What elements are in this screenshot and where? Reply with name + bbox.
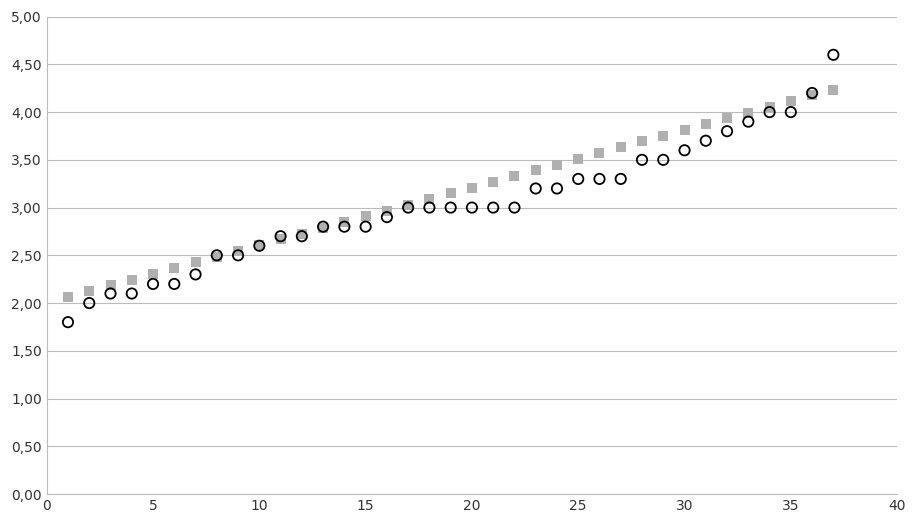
Point — [359, 212, 373, 221]
Point — [720, 114, 735, 123]
Point — [315, 223, 330, 231]
Point — [507, 172, 522, 180]
Point — [82, 299, 96, 307]
Point — [380, 206, 394, 215]
Point — [592, 149, 607, 157]
Point — [783, 97, 798, 105]
Point — [635, 137, 649, 146]
Point — [826, 51, 841, 59]
Point — [635, 156, 649, 164]
Point — [104, 281, 118, 290]
Point — [167, 264, 182, 272]
Point — [337, 218, 352, 226]
Point — [571, 155, 586, 163]
Point — [252, 241, 267, 249]
Point — [486, 203, 501, 212]
Point — [273, 235, 288, 244]
Point — [146, 270, 160, 278]
Point — [82, 287, 96, 296]
Point — [699, 120, 713, 128]
Point — [783, 108, 798, 116]
Point — [762, 103, 777, 111]
Point — [528, 184, 543, 193]
Point — [549, 160, 564, 169]
Point — [826, 85, 841, 94]
Point — [486, 178, 501, 186]
Point — [401, 201, 415, 209]
Point — [188, 270, 203, 279]
Point — [315, 224, 330, 232]
Point — [762, 108, 777, 116]
Point — [741, 108, 756, 117]
Point — [656, 132, 670, 140]
Point — [699, 137, 713, 145]
Point — [359, 223, 373, 231]
Point — [720, 127, 735, 135]
Point — [188, 258, 203, 267]
Point — [677, 126, 691, 134]
Point — [741, 117, 756, 126]
Point — [422, 195, 436, 203]
Point — [805, 89, 820, 97]
Point — [337, 223, 352, 231]
Point — [507, 203, 522, 212]
Point — [656, 156, 670, 164]
Point — [146, 280, 160, 288]
Point — [677, 146, 691, 155]
Point — [294, 232, 309, 241]
Point — [592, 174, 607, 183]
Point — [613, 174, 628, 183]
Point — [273, 232, 288, 241]
Point — [401, 203, 415, 212]
Point — [613, 143, 628, 151]
Point — [231, 251, 246, 259]
Point — [125, 289, 139, 298]
Point — [380, 213, 394, 221]
Point — [443, 203, 458, 212]
Point — [61, 318, 75, 326]
Point — [209, 253, 224, 261]
Point — [104, 289, 118, 298]
Point — [465, 183, 480, 192]
Point — [61, 293, 75, 301]
Point — [231, 247, 246, 255]
Point — [252, 242, 267, 250]
Point — [805, 91, 820, 100]
Point — [422, 203, 436, 212]
Point — [528, 166, 543, 174]
Point — [209, 251, 224, 259]
Point — [571, 174, 586, 183]
Point — [443, 189, 458, 198]
Point — [549, 184, 564, 193]
Point — [125, 276, 139, 284]
Point — [465, 203, 480, 212]
Point — [294, 230, 309, 238]
Point — [167, 280, 182, 288]
